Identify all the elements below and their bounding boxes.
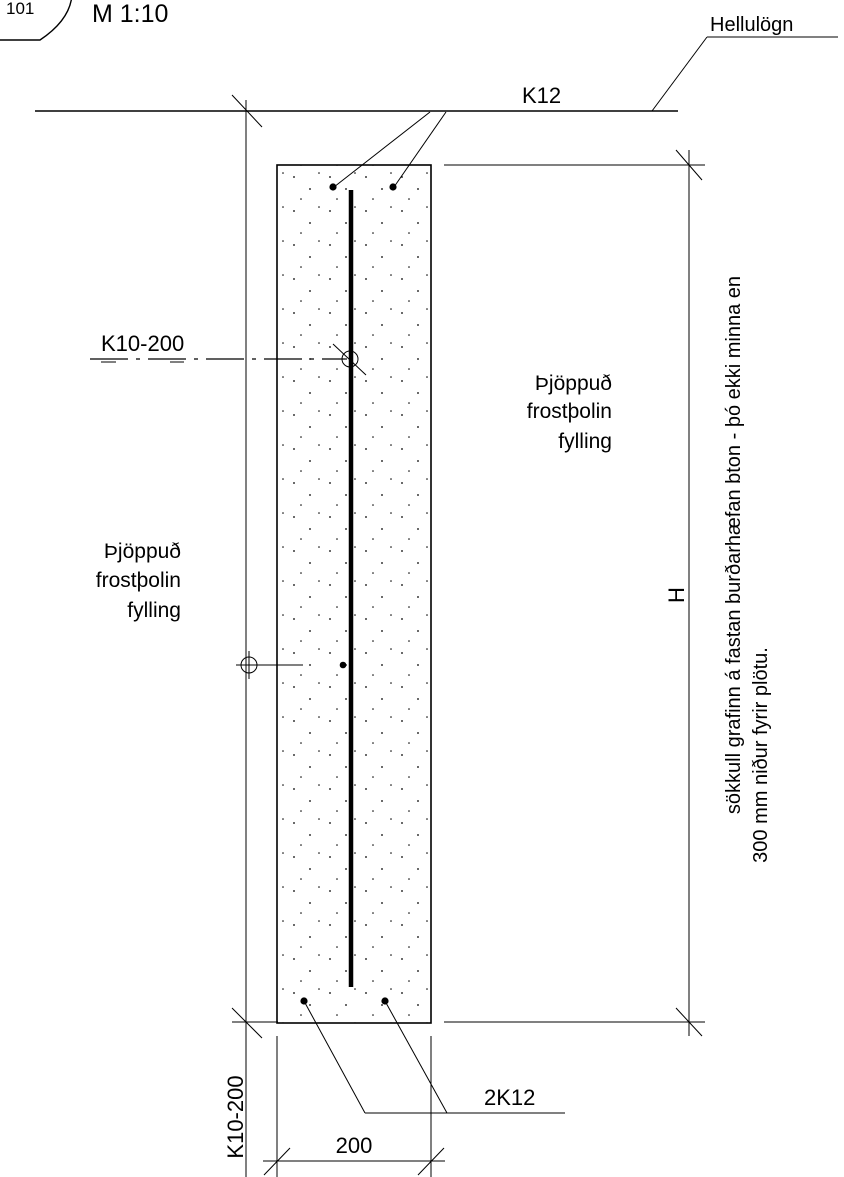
bottom-rebar-label: 2K12 — [484, 1085, 535, 1110]
svg-text:Þjöppuð: Þjöppuð — [535, 372, 612, 395]
width-label: 200 — [336, 1133, 373, 1158]
fill-label-left: Þjöppuð frostþolin fylling — [96, 540, 181, 622]
fill-label-right: Þjöppuð frostþolin fylling — [527, 372, 612, 453]
top-rebar-label: K12 — [522, 83, 561, 108]
height-dimension — [444, 149, 705, 1037]
svg-text:fylling: fylling — [127, 599, 181, 622]
detail-number: 101 — [6, 0, 34, 18]
svg-text:fylling: fylling — [558, 430, 612, 453]
stirrup-label-bottom: K10-200 — [223, 1075, 248, 1158]
top-rebar-dot-right — [389, 183, 397, 191]
svg-text:frostþolin: frostþolin — [527, 400, 612, 423]
depth-note-line-1: sökkull grafinn á fastan burðarhæfan bto… — [723, 276, 745, 814]
stirrup-section-symbol — [341, 350, 359, 368]
depth-note-line-2: 300 mm niður fyrir plötu. — [750, 647, 772, 863]
paving-label: Hellulögn — [710, 14, 793, 36]
mid-rebar-dot — [339, 661, 347, 669]
scale-label: M 1:10 — [92, 0, 168, 28]
width-dimension — [263, 1036, 445, 1177]
height-symbol: H — [664, 587, 689, 603]
stirrup-label-left: K10-200 — [101, 331, 184, 356]
top-rebar-dot-left — [329, 183, 337, 191]
detail-reference-bubble: 101 — [0, 0, 72, 41]
paving-leader — [651, 36, 838, 112]
svg-text:Þjöppuð: Þjöppuð — [104, 540, 181, 563]
svg-text:frostþolin: frostþolin — [96, 569, 181, 592]
concrete-footing — [276, 164, 432, 1024]
